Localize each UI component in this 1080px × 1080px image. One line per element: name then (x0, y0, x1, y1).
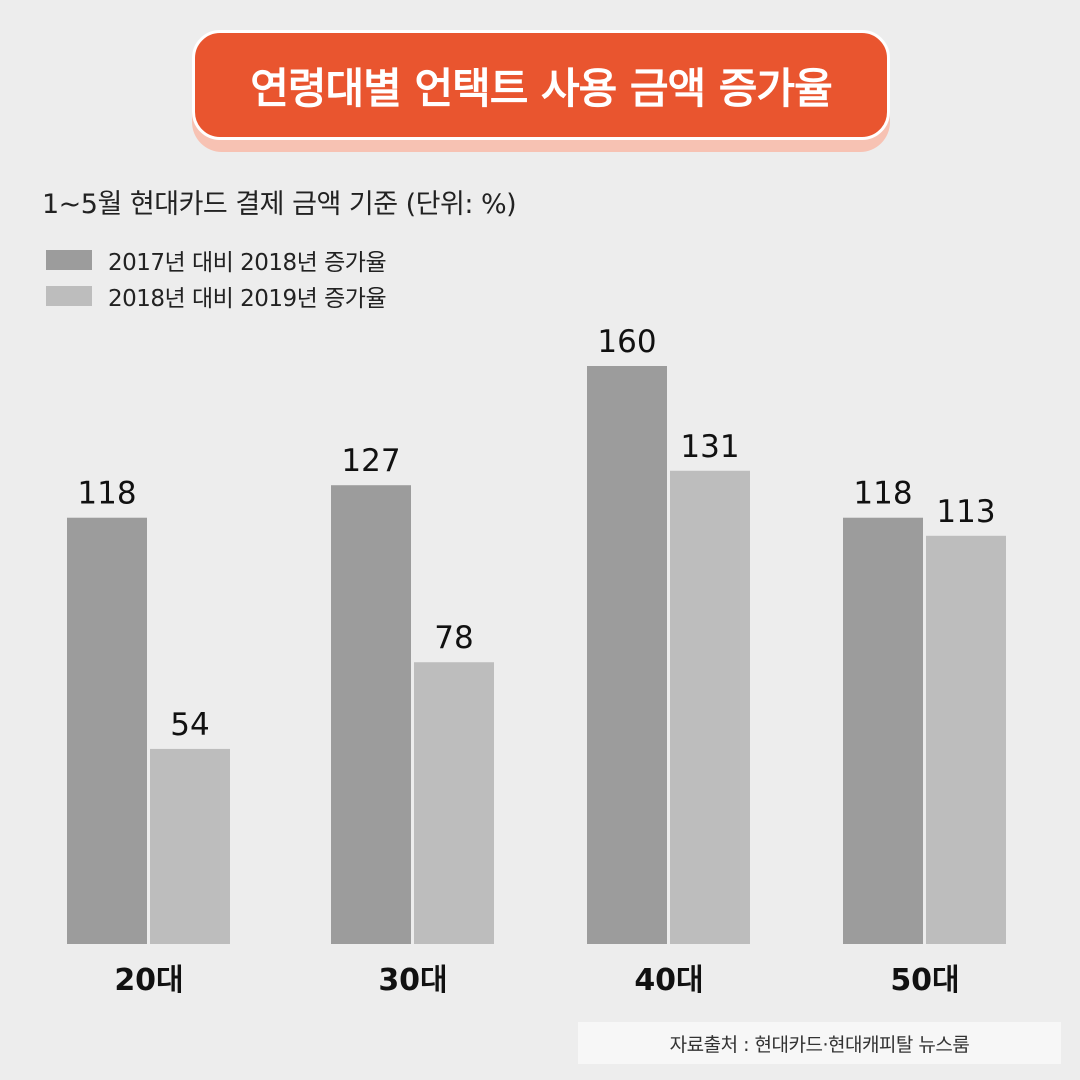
data-label-1-series-2: 54 (170, 707, 209, 743)
legend-swatch-series-1 (46, 250, 92, 270)
bar-3-series-1 (587, 366, 667, 944)
data-label-2-series-2: 78 (434, 620, 473, 656)
chart-subtitle: 1~5월 현대카드 결제 금액 기준 (단위: %) (42, 189, 517, 220)
bar-2-series-1 (331, 485, 411, 944)
bar-2-series-2 (414, 662, 494, 944)
bar-3-series-2 (670, 470, 750, 944)
bar-1-series-1 (67, 517, 147, 944)
data-label-2-series-1: 127 (341, 443, 400, 479)
category-label-2: 30대 (378, 963, 447, 998)
legend-label-series-2: 2018년 대비 2019년 증가율 (108, 286, 387, 312)
legend: 2017년 대비 2018년 증가율 2018년 대비 2019년 증가율 (46, 242, 387, 314)
bar-4-series-1 (843, 517, 923, 944)
bar-1-series-2 (150, 748, 230, 944)
category-label-3: 40대 (634, 963, 703, 998)
category-label-4: 50대 (890, 963, 959, 998)
chart-title: 연령대별 언택트 사용 금액 증가율 (192, 30, 890, 140)
legend-swatch-series-2 (46, 286, 92, 306)
data-label-3-series-1: 160 (597, 324, 656, 360)
legend-item-series-1: 2017년 대비 2018년 증가율 (46, 242, 387, 278)
legend-item-series-2: 2018년 대비 2019년 증가율 (46, 278, 387, 314)
category-label-1: 20대 (114, 963, 183, 998)
source-note: 자료출처 : 현대카드·현대캐피탈 뉴스룸 (578, 1022, 1061, 1064)
legend-label-series-1: 2017년 대비 2018년 증가율 (108, 250, 387, 276)
data-label-3-series-2: 131 (680, 429, 739, 465)
data-label-4-series-2: 113 (936, 494, 995, 530)
data-label-1-series-1: 118 (77, 476, 136, 512)
title-banner: 연령대별 언택트 사용 금액 증가율 (192, 30, 890, 152)
bar-4-series-2 (926, 535, 1006, 944)
data-label-4-series-1: 118 (853, 476, 912, 512)
